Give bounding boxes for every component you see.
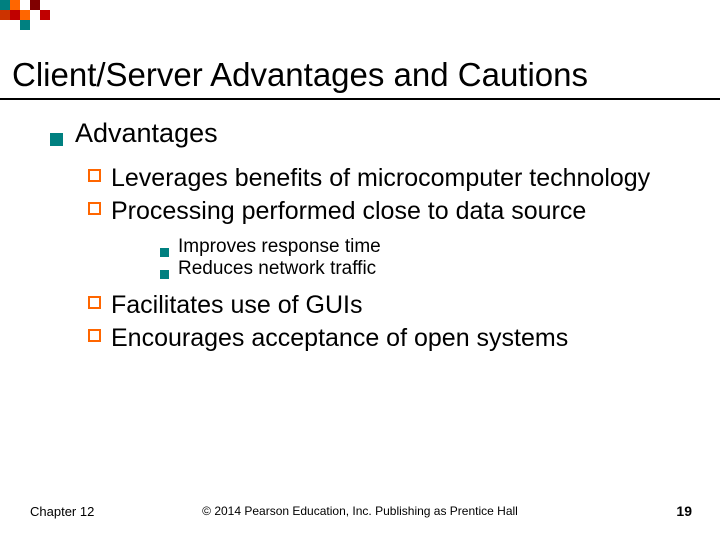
slide-footer: Chapter 12 © 2014 Pearson Education, Inc… [0,504,720,518]
logo-block [0,10,10,20]
list-text: Encourages acceptance of open systems [111,323,568,354]
list-item: Improves response time [160,236,690,258]
list-item: Advantages [50,118,690,149]
logo-block [10,10,20,20]
slide-content: Advantages Leverages benefits of microco… [50,118,690,356]
page-number: 19 [676,503,692,519]
list-text: Advantages [75,118,218,149]
slide-title: Client/Server Advantages and Cautions [12,56,588,94]
open-square-bullet-icon [88,169,101,182]
logo-block [30,0,40,10]
square-bullet-icon [50,133,63,146]
logo-block [20,10,30,20]
list-item: Facilitates use of GUIs [88,290,690,321]
list-item: Processing performed close to data sourc… [88,196,690,227]
list-item: Encourages acceptance of open systems [88,323,690,354]
list-text: Reduces network traffic [178,258,376,280]
logo-block [20,20,30,30]
list-item: Reduces network traffic [160,258,690,280]
open-square-bullet-icon [88,296,101,309]
open-square-bullet-icon [88,329,101,342]
square-bullet-icon [160,270,169,279]
list-text: Leverages benefits of microcomputer tech… [111,163,650,194]
logo-block [0,0,10,10]
open-square-bullet-icon [88,202,101,215]
chapter-label: Chapter 12 [30,504,94,519]
list-text: Processing performed close to data sourc… [111,196,586,227]
copyright-text: © 2014 Pearson Education, Inc. Publishin… [0,504,720,518]
corner-logo [0,0,52,36]
list-text: Improves response time [178,236,381,258]
square-bullet-icon [160,248,169,257]
list-text: Facilitates use of GUIs [111,290,362,321]
list-item: Leverages benefits of microcomputer tech… [88,163,690,194]
logo-block [40,10,50,20]
title-underline [0,98,720,100]
logo-block [10,0,20,10]
